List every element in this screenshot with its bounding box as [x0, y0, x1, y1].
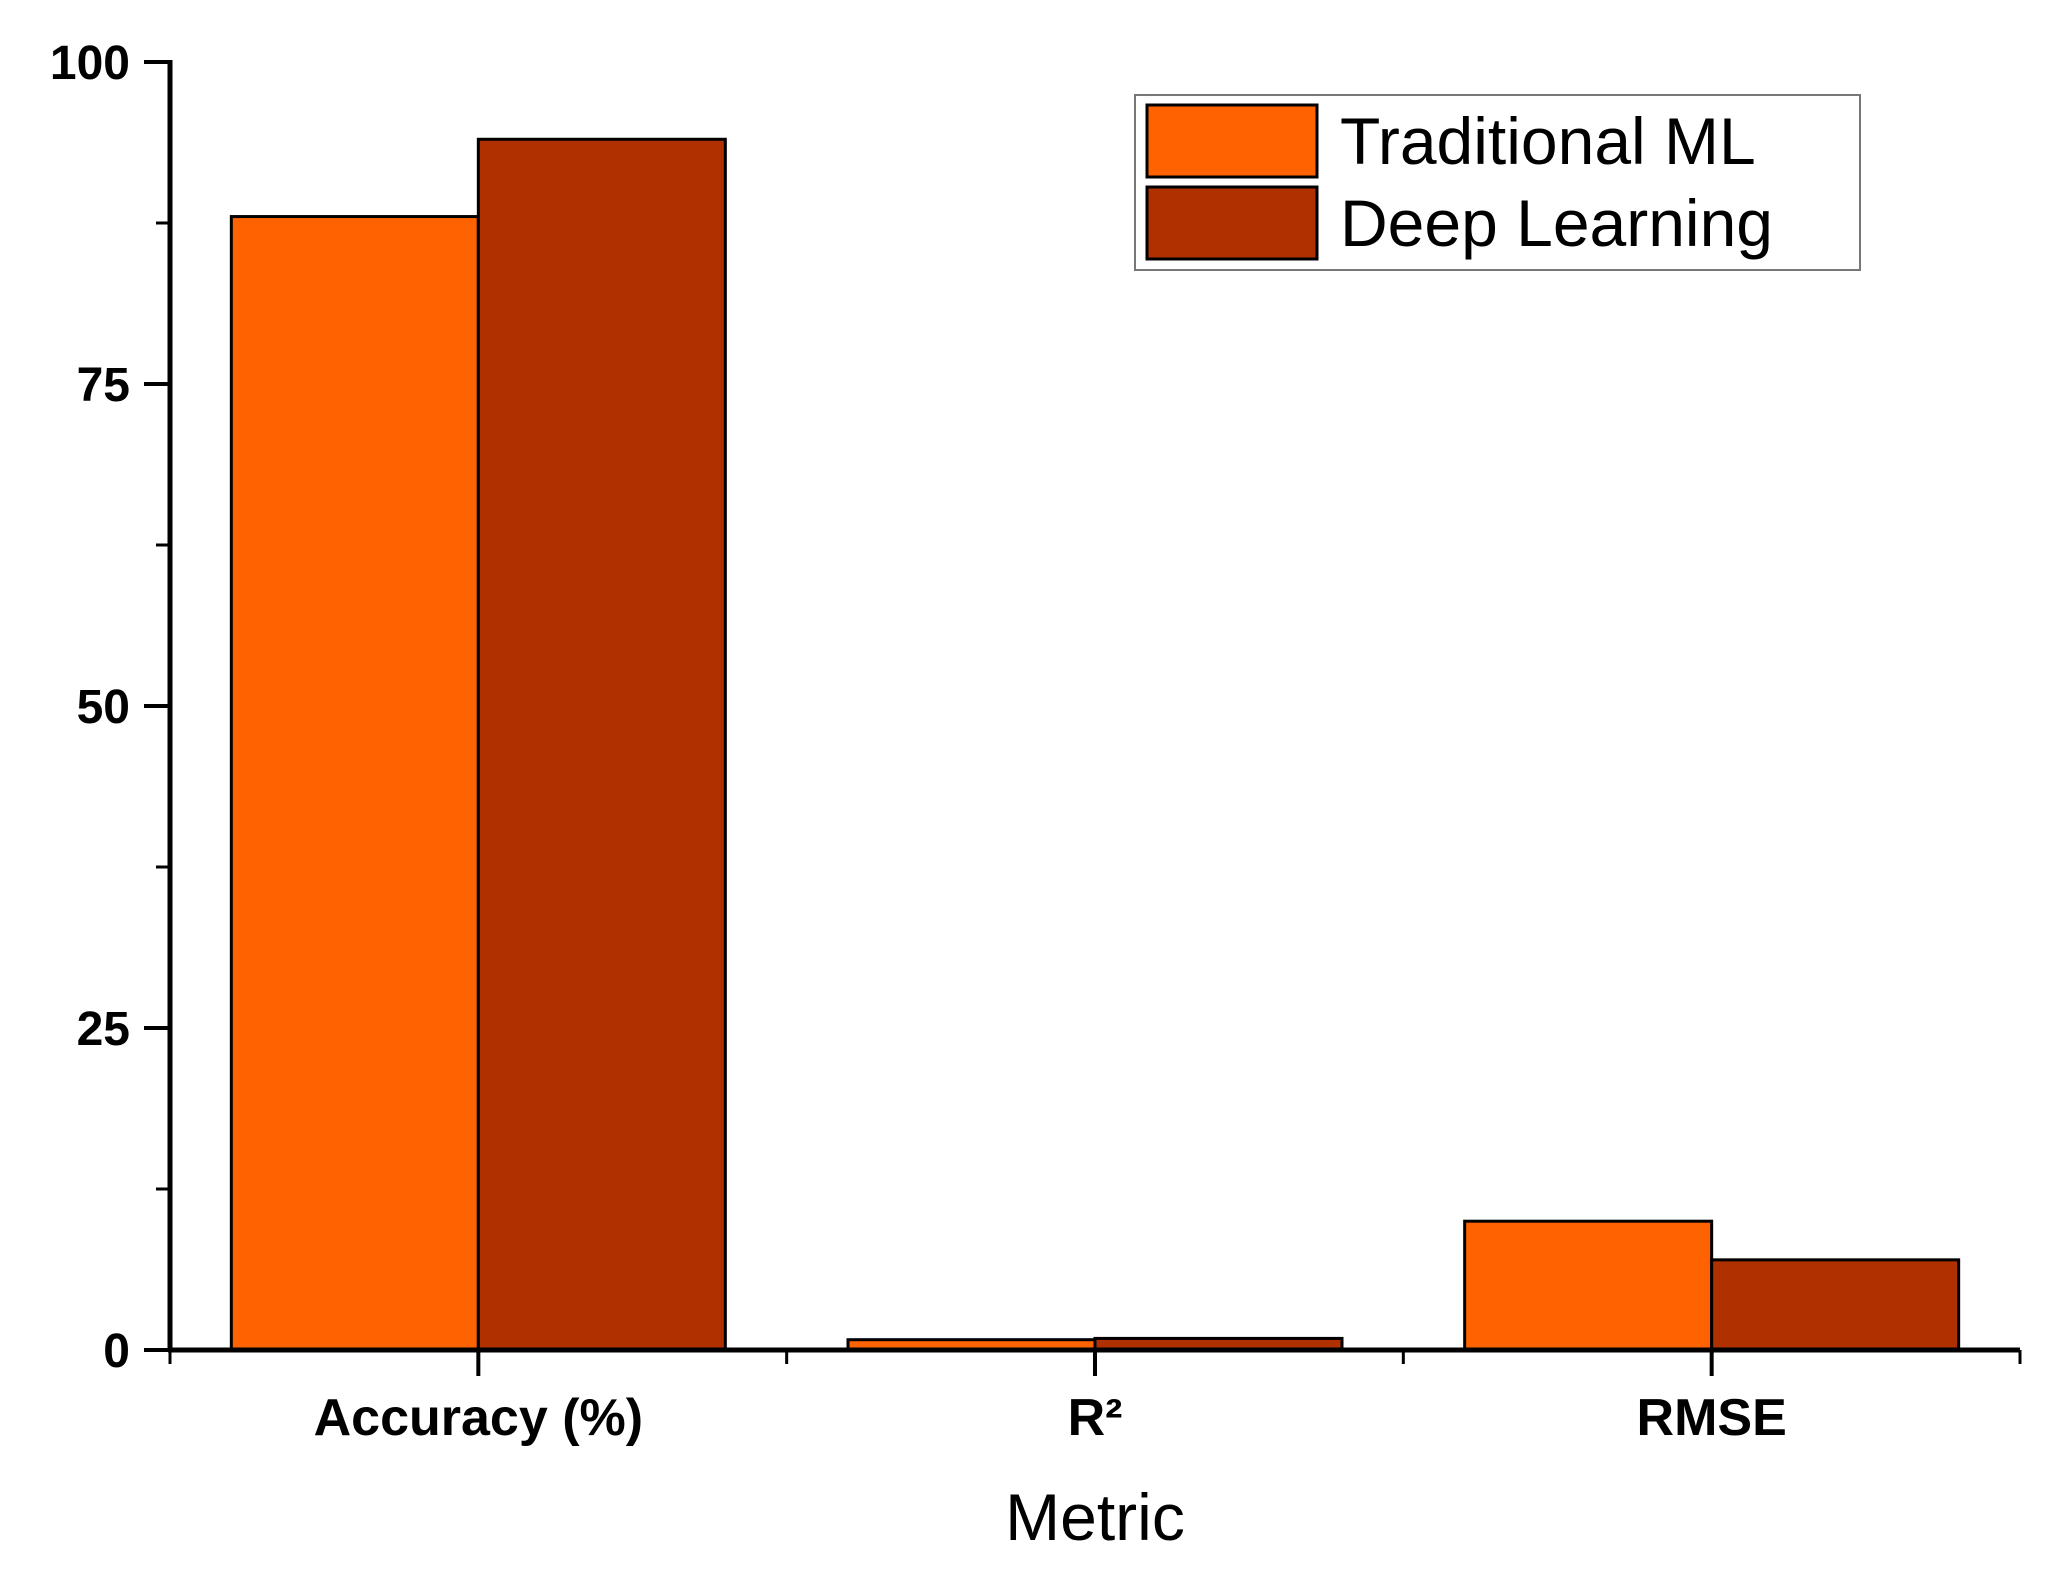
bar-traditional-ml-rmse	[1463, 1219, 1714, 1352]
bar-traditional-ml-accuracy	[229, 215, 480, 1352]
legend-swatch-deep-learning	[1145, 185, 1319, 261]
x-tick-label-accuracy: Accuracy (%)	[314, 1389, 643, 1447]
legend-swatch-traditional-ml	[1145, 103, 1319, 179]
bar-deep-learning-accuracy	[476, 137, 727, 1352]
bars-group	[229, 137, 1961, 1352]
x-tick-label-rmse: RMSE	[1637, 1389, 1787, 1447]
legend-label-traditional-ml: Traditional ML	[1340, 104, 1756, 178]
y-ticks-group: 0 25 50 75 100	[50, 37, 170, 1378]
x-ticks-group: Accuracy (%) R² RMSE	[168, 1350, 2022, 1447]
y-tick-label: 75	[77, 359, 130, 412]
x-axis-title: Metric	[1005, 1480, 1185, 1554]
legend: Traditional ML Deep Learning	[1134, 94, 1861, 271]
y-tick-label: 0	[103, 1325, 130, 1378]
bar-deep-learning-rmse	[1710, 1258, 1961, 1352]
y-tick-label: 25	[77, 1003, 130, 1056]
y-tick-label: 100	[50, 37, 130, 90]
legend-label-deep-learning: Deep Learning	[1340, 186, 1773, 260]
y-tick-label: 50	[77, 681, 130, 734]
x-tick-label-r: R²	[1068, 1389, 1123, 1447]
